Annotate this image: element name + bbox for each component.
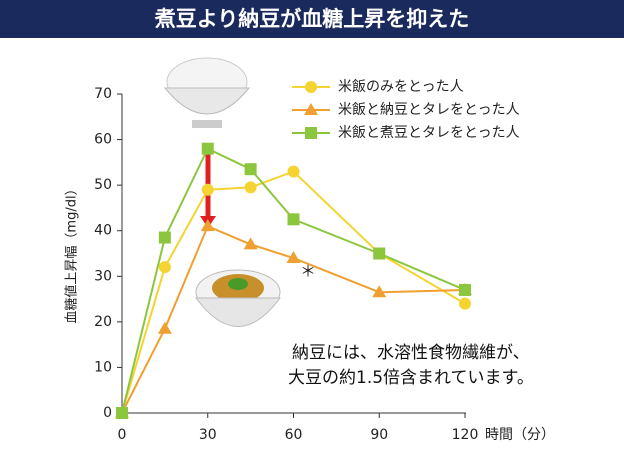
marker [244,163,257,176]
marker [373,247,386,260]
marker [200,219,215,232]
legend-marker [304,103,318,115]
y-tick-label: 60 [94,132,112,148]
y-tick-label: 0 [103,405,112,421]
marker [286,251,301,264]
x-tick-label: 0 [118,427,127,443]
legend-label: 米飯のみをとった人 [338,78,464,95]
y-tick-label: 40 [94,223,112,239]
legend-label: 米飯と煮豆とタレをとった人 [338,124,520,141]
y-tick-label: 70 [94,86,112,102]
marker [287,165,300,178]
marker [459,297,471,310]
marker [157,321,172,334]
legend-label: 米飯と納豆とタレをとった人 [338,101,520,118]
marker [243,237,258,250]
chart-title: 煮豆より納豆が血糖上昇を抑えた [154,7,470,31]
marker [287,213,300,226]
y-axis-label: 血糖値上昇幅（mg/dl） [64,182,80,323]
x-axis-label: 時間（分） [485,427,555,443]
marker [158,261,171,274]
annotation: 納豆には、水溶性食物繊維が、 [292,343,530,363]
y-tick-label: 10 [94,359,112,375]
y-tick-label: 30 [94,268,112,284]
x-tick-label: 30 [199,427,217,443]
marker [459,283,471,296]
title-banner [0,0,624,38]
legend-marker [305,127,317,139]
y-tick-label: 50 [94,177,112,193]
marker [116,407,128,419]
marker [201,142,214,155]
y-tick-label: 20 [94,314,112,330]
natto-bowl [195,269,281,327]
legend-marker [305,81,317,93]
x-tick-label: 60 [285,427,303,443]
marker [372,285,387,298]
annotation: 大豆の約1.5倍含まれています。 [288,368,534,388]
x-tick-label: 90 [370,427,388,443]
x-tick-label: 120 [452,427,479,443]
marker [244,181,257,194]
marker [201,183,214,196]
marker [158,231,171,244]
rice-bowl [163,57,251,128]
